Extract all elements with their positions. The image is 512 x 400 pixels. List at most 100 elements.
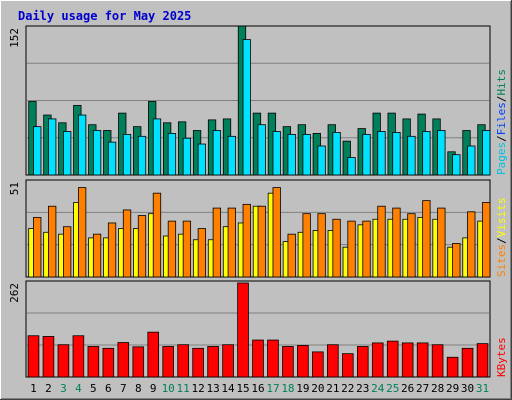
legend-text: Sites/Visits (495, 198, 508, 278)
legend-item-kbytes: KBytes (495, 337, 508, 377)
x-tick-label: 7 (120, 382, 127, 395)
bar-files-day-27 (422, 131, 431, 176)
y-max-label: 262 (8, 283, 21, 303)
bar-sites-day-10 (167, 220, 177, 278)
bar-kbytes-day-20 (312, 351, 324, 378)
bar-files-day-25 (392, 132, 401, 176)
bar-sites-day-29 (452, 243, 461, 278)
bar-files-day-15 (242, 39, 251, 176)
bar-sites-day-4 (77, 187, 87, 278)
bar-sites-day-8 (137, 215, 147, 278)
bar-sites-day-12 (197, 228, 207, 278)
bar-files-day-3 (63, 131, 72, 176)
x-axis-labels: 1 2 3 4 5 6 7 8 9 10 11 12 13 14 15 16 17 18 19 20 21 22 23 24 2… (30, 382, 489, 395)
legend-item-files: Files (495, 102, 508, 135)
bar-files-day-16 (257, 124, 266, 176)
bar-files-day-20 (317, 145, 326, 176)
bar-files-day-18 (287, 133, 296, 176)
bar-kbytes-day-16 (252, 339, 264, 378)
legend-pages-files-hits: Pages/Files/Hits (495, 69, 508, 175)
bar-kbytes-day-31 (476, 343, 489, 378)
bar-kbytes-day-27 (416, 342, 429, 378)
legend-item-sites: Sites (495, 244, 508, 277)
x-tick-label: 1 (30, 382, 37, 395)
x-tick-label: 18 (281, 382, 294, 395)
bar-kbytes-day-7 (117, 342, 130, 378)
bar-sites-day-28 (437, 207, 446, 278)
bar-kbytes-day-8 (132, 346, 145, 378)
bar-files-day-31 (482, 130, 491, 176)
legend-item-pages: Pages (495, 142, 508, 175)
x-tick-label: 24 (371, 382, 385, 395)
bar-kbytes-day-12 (192, 347, 204, 378)
y-max-label: 152 (8, 28, 21, 48)
bar-kbytes-day-14 (222, 344, 234, 378)
bar-files-day-8 (137, 135, 147, 176)
bar-files-day-6 (107, 141, 117, 176)
bar-sites-day-5 (92, 233, 102, 278)
bar-kbytes-day-15 (237, 282, 249, 378)
bar-files-day-19 (302, 133, 311, 176)
legend-item-hits: Hits (495, 69, 508, 96)
x-tick-label: 16 (251, 382, 264, 395)
bar-kbytes-day-22 (342, 353, 354, 378)
bar-kbytes-day-9 (147, 331, 160, 378)
legend-item-visits: Visits (495, 198, 508, 238)
bar-sites-day-24 (377, 205, 386, 278)
bar-kbytes-day-18 (282, 346, 294, 378)
legend-separator: / (495, 135, 508, 142)
legend-kbytes: KBytes (495, 337, 508, 377)
bar-sites-day-23 (362, 220, 371, 278)
bar-kbytes-day-26 (401, 342, 414, 378)
x-tick-label: 2 (45, 382, 52, 395)
bar-files-day-14 (227, 135, 236, 176)
bar-files-day-23 (362, 133, 371, 176)
x-tick-label: 21 (326, 382, 339, 395)
x-tick-label: 30 (461, 382, 474, 395)
x-tick-label: 12 (192, 382, 205, 395)
bar-files-day-17 (272, 131, 281, 176)
legend-separator: / (495, 237, 508, 244)
bar-files-day-2 (48, 118, 57, 176)
bar-kbytes-day-4 (72, 335, 85, 378)
bar-kbytes-day-21 (327, 344, 339, 378)
x-tick-label: 14 (221, 382, 235, 395)
panel-visits-sites: 51 Sites/Visits (8, 179, 508, 278)
bar-sites-day-25 (392, 207, 401, 278)
bar-sites-day-21 (332, 218, 341, 278)
bar-files-day-13 (212, 130, 221, 176)
bar-kbytes-day-10 (162, 346, 174, 378)
bar-sites-day-18 (287, 233, 296, 278)
bar-kbytes-day-6 (102, 347, 115, 378)
x-tick-label: 5 (90, 382, 97, 395)
bar-sites-day-31 (482, 202, 491, 278)
bar-files-day-1 (33, 126, 42, 176)
x-tick-label: 27 (416, 382, 429, 395)
y-max-label: 51 (8, 182, 21, 195)
bar-sites-day-22 (347, 220, 356, 278)
x-tick-label: 10 (162, 382, 175, 395)
x-tick-label: 8 (135, 382, 142, 395)
x-tick-label: 4 (75, 382, 82, 395)
legend-separator: / (495, 96, 508, 103)
bar-sites-day-6 (107, 222, 117, 278)
bar-kbytes-day-29 (446, 356, 459, 378)
bar-kbytes-day-2 (42, 336, 55, 378)
bar-sites-day-14 (227, 207, 236, 278)
bar-sites-day-19 (302, 213, 311, 278)
bar-sites-day-26 (407, 213, 416, 278)
bar-files-day-12 (197, 143, 207, 176)
bar-sites-day-15 (242, 203, 251, 278)
chart-title: Daily usage for May 2025 (18, 9, 191, 23)
bar-files-day-7 (122, 133, 132, 176)
x-tick-label: 11 (177, 382, 190, 395)
bar-sites-day-16 (257, 205, 266, 278)
x-tick-label: 26 (401, 382, 414, 395)
bar-sites-day-20 (317, 213, 326, 278)
bar-files-day-28 (437, 130, 446, 176)
panel-kbytes: 262 KBytes (8, 280, 508, 378)
x-tick-label: 9 (150, 382, 157, 395)
bar-sites-day-2 (48, 205, 57, 278)
